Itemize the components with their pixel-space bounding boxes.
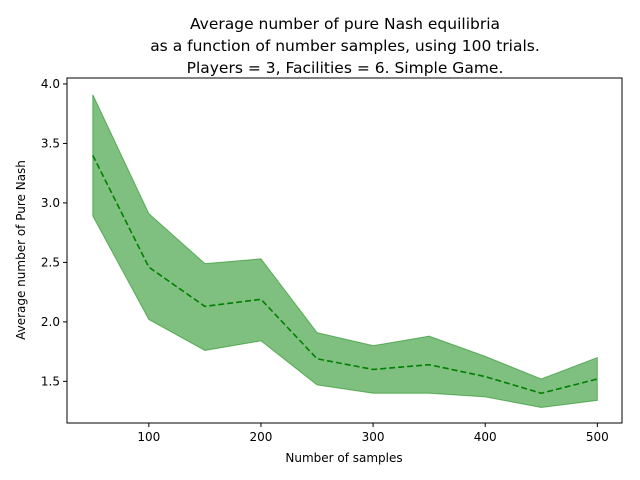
mean-point <box>540 392 542 394</box>
x-tick-label: 400 <box>474 430 497 444</box>
x-tick-label: 100 <box>137 430 160 444</box>
x-tick-label: 300 <box>362 430 385 444</box>
y-tick-label: 3.0 <box>41 196 60 210</box>
mean-point <box>596 378 598 380</box>
x-tick-label: 500 <box>586 430 609 444</box>
y-tick-label: 2.0 <box>41 315 60 329</box>
mean-point <box>428 364 430 366</box>
confidence-band-0 <box>92 94 598 409</box>
plot-area <box>66 77 623 424</box>
y-tick-label: 3.5 <box>41 136 60 150</box>
axis-ticks: 100 200 300 400 500 1.5 2.0 2.5 3.0 3.5 4.0 <box>41 77 609 444</box>
mean-point <box>484 375 486 377</box>
mean-line-0 <box>92 154 598 395</box>
chart-title-line-2: as a function of number samples, using 1… <box>150 37 540 55</box>
mean-point <box>92 154 94 156</box>
chart-title-line-1: Average number of pure Nash equilibria <box>190 15 500 33</box>
x-axis-label: Number of samples <box>285 451 402 465</box>
mean-point <box>148 266 150 268</box>
mean-point <box>260 298 262 300</box>
mean-point <box>316 358 318 360</box>
plot-frame <box>66 77 623 424</box>
y-tick-label: 4.0 <box>41 77 60 91</box>
chart-title-line-3: Players = 3, Facilities = 6. Simple Game… <box>187 59 504 77</box>
y-axis-label: Average number of Pure Nash <box>14 160 28 340</box>
y-tick-label: 1.5 <box>41 374 60 388</box>
y-tick-label: 2.5 <box>41 255 60 269</box>
mean-point <box>372 368 374 370</box>
x-tick-label: 200 <box>250 430 273 444</box>
mean-point <box>204 305 206 307</box>
